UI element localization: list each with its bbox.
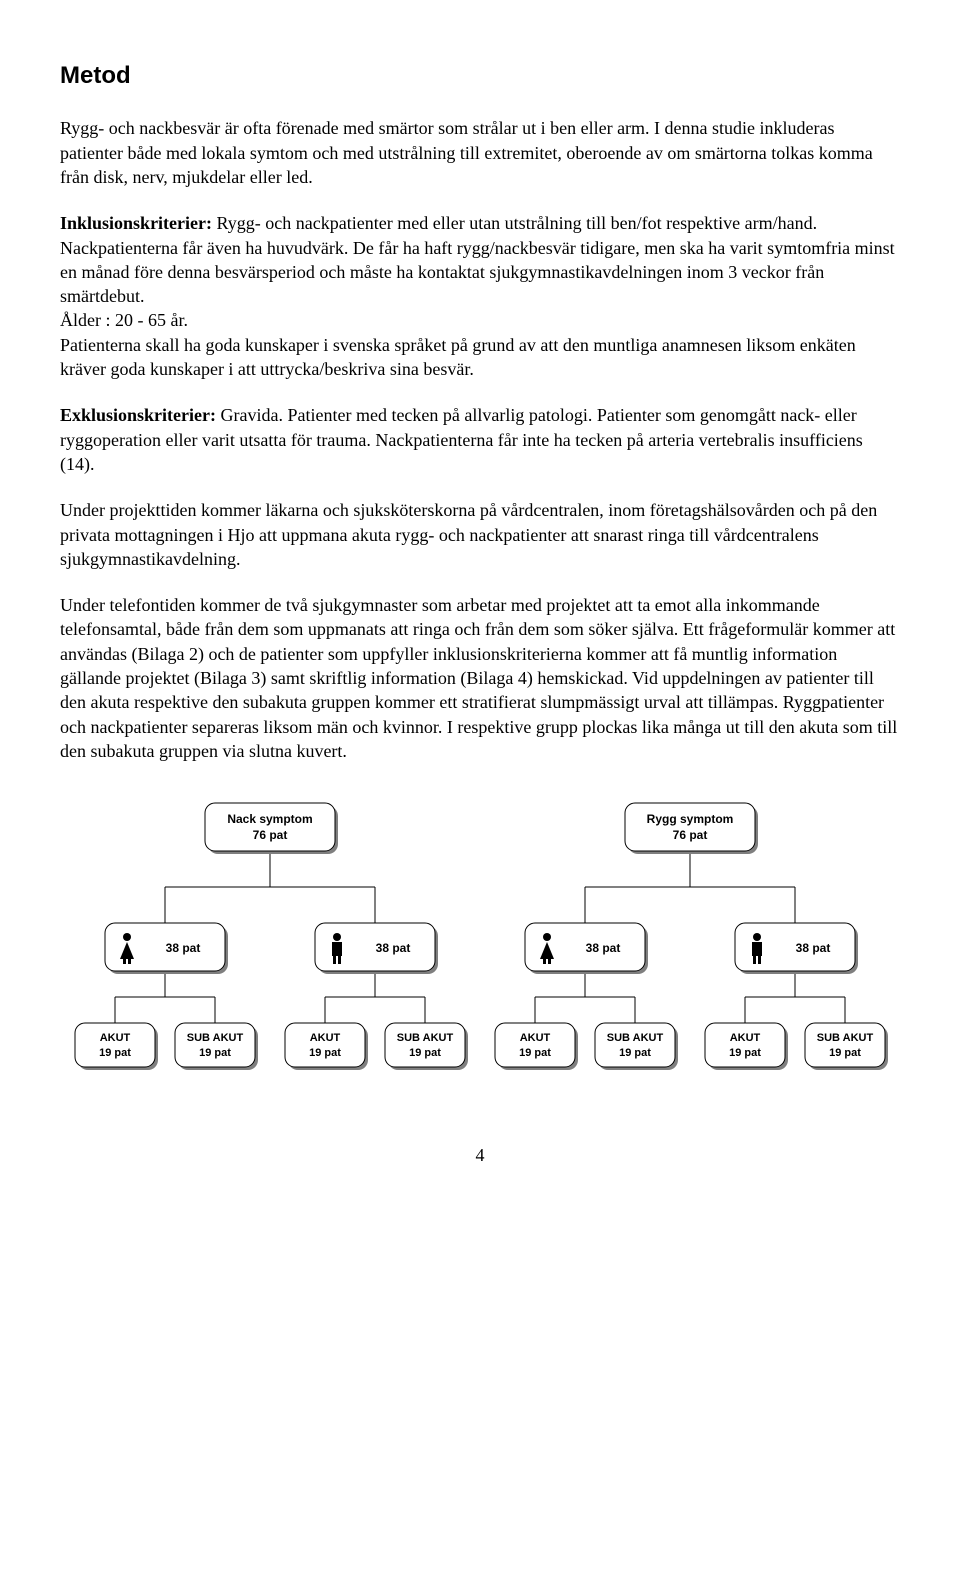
study-flowchart: Nack symptom 76 pat Rygg symptom 76 pat 38 p… bbox=[60, 793, 900, 1083]
svg-text:AKUT: AKUT bbox=[310, 1032, 341, 1044]
svg-text:AKUT: AKUT bbox=[100, 1032, 131, 1044]
svg-text:SUB AKUT: SUB AKUT bbox=[187, 1032, 244, 1044]
page-number: 4 bbox=[60, 1143, 900, 1167]
svg-text:19 pat: 19 pat bbox=[619, 1047, 651, 1059]
svg-text:SUB AKUT: SUB AKUT bbox=[397, 1032, 454, 1044]
svg-text:SUB AKUT: SUB AKUT bbox=[817, 1032, 874, 1044]
paragraph-4: Under projekttiden kommer läkarna och sj… bbox=[60, 498, 900, 571]
svg-text:19 pat: 19 pat bbox=[199, 1047, 231, 1059]
svg-text:AKUT: AKUT bbox=[520, 1032, 551, 1044]
svg-text:19 pat: 19 pat bbox=[309, 1047, 341, 1059]
svg-text:38 pat: 38 pat bbox=[376, 941, 411, 955]
svg-text:SUB AKUT: SUB AKUT bbox=[607, 1032, 664, 1044]
svg-text:Nack symptom: Nack symptom bbox=[227, 812, 312, 826]
age-line: Ålder : 20 - 65 år. bbox=[60, 310, 188, 330]
section-heading: Metod bbox=[60, 60, 900, 92]
paragraph-3: Exklusionskriterier: Gravida. Patienter … bbox=[60, 403, 900, 476]
svg-text:19 pat: 19 pat bbox=[829, 1047, 861, 1059]
svg-text:38 pat: 38 pat bbox=[586, 941, 621, 955]
svg-text:76 pat: 76 pat bbox=[673, 828, 708, 842]
svg-text:76 pat: 76 pat bbox=[253, 828, 288, 842]
svg-text:38 pat: 38 pat bbox=[796, 941, 831, 955]
svg-text:Rygg symptom: Rygg symptom bbox=[647, 812, 734, 826]
paragraph-5: Under telefontiden kommer de två sjukgym… bbox=[60, 593, 900, 763]
paragraph-1: Rygg- och nackbesvär är ofta förenade me… bbox=[60, 116, 900, 189]
svg-text:38 pat: 38 pat bbox=[166, 941, 201, 955]
paragraph-2: Inklusionskriterier: Rygg- och nackpatie… bbox=[60, 211, 900, 381]
inclusion-label: Inklusionskriterier: bbox=[60, 213, 212, 233]
svg-text:AKUT: AKUT bbox=[730, 1032, 761, 1044]
svg-text:19 pat: 19 pat bbox=[409, 1047, 441, 1059]
language-line: Patienterna skall ha goda kunskaper i sv… bbox=[60, 335, 856, 379]
svg-text:19 pat: 19 pat bbox=[99, 1047, 131, 1059]
exclusion-label: Exklusionskriterier: bbox=[60, 405, 216, 425]
svg-text:19 pat: 19 pat bbox=[519, 1047, 551, 1059]
svg-text:19 pat: 19 pat bbox=[729, 1047, 761, 1059]
